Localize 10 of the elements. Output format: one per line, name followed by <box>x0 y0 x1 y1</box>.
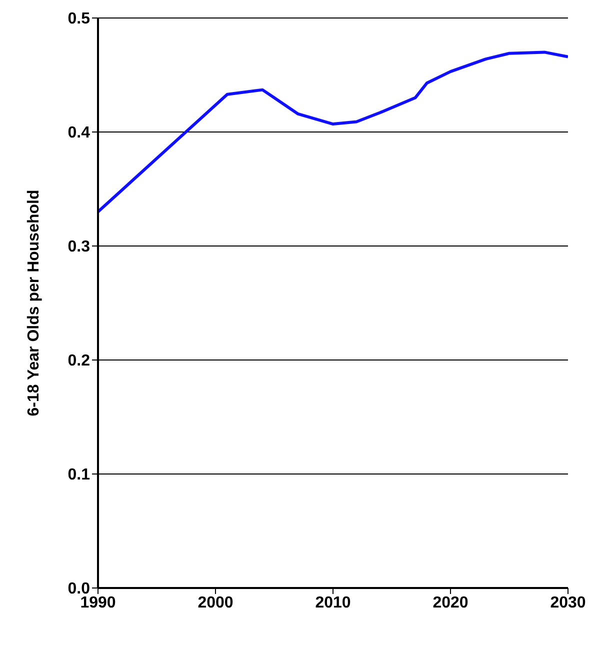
y-tick-label: 0.1 <box>68 466 90 484</box>
x-tick-label: 2020 <box>432 594 468 612</box>
x-tick-label: 2010 <box>315 594 351 612</box>
y-tick-label: 0.3 <box>68 238 90 256</box>
y-tick-label: 0.2 <box>68 352 90 370</box>
y-axis-title: 6-18 Year Olds per Household <box>26 190 43 416</box>
y-tick-label: 0.5 <box>68 10 90 28</box>
y-tick-label: 0.4 <box>68 124 90 142</box>
x-tick-label: 2000 <box>198 594 234 612</box>
x-tick-label: 2030 <box>550 594 586 612</box>
